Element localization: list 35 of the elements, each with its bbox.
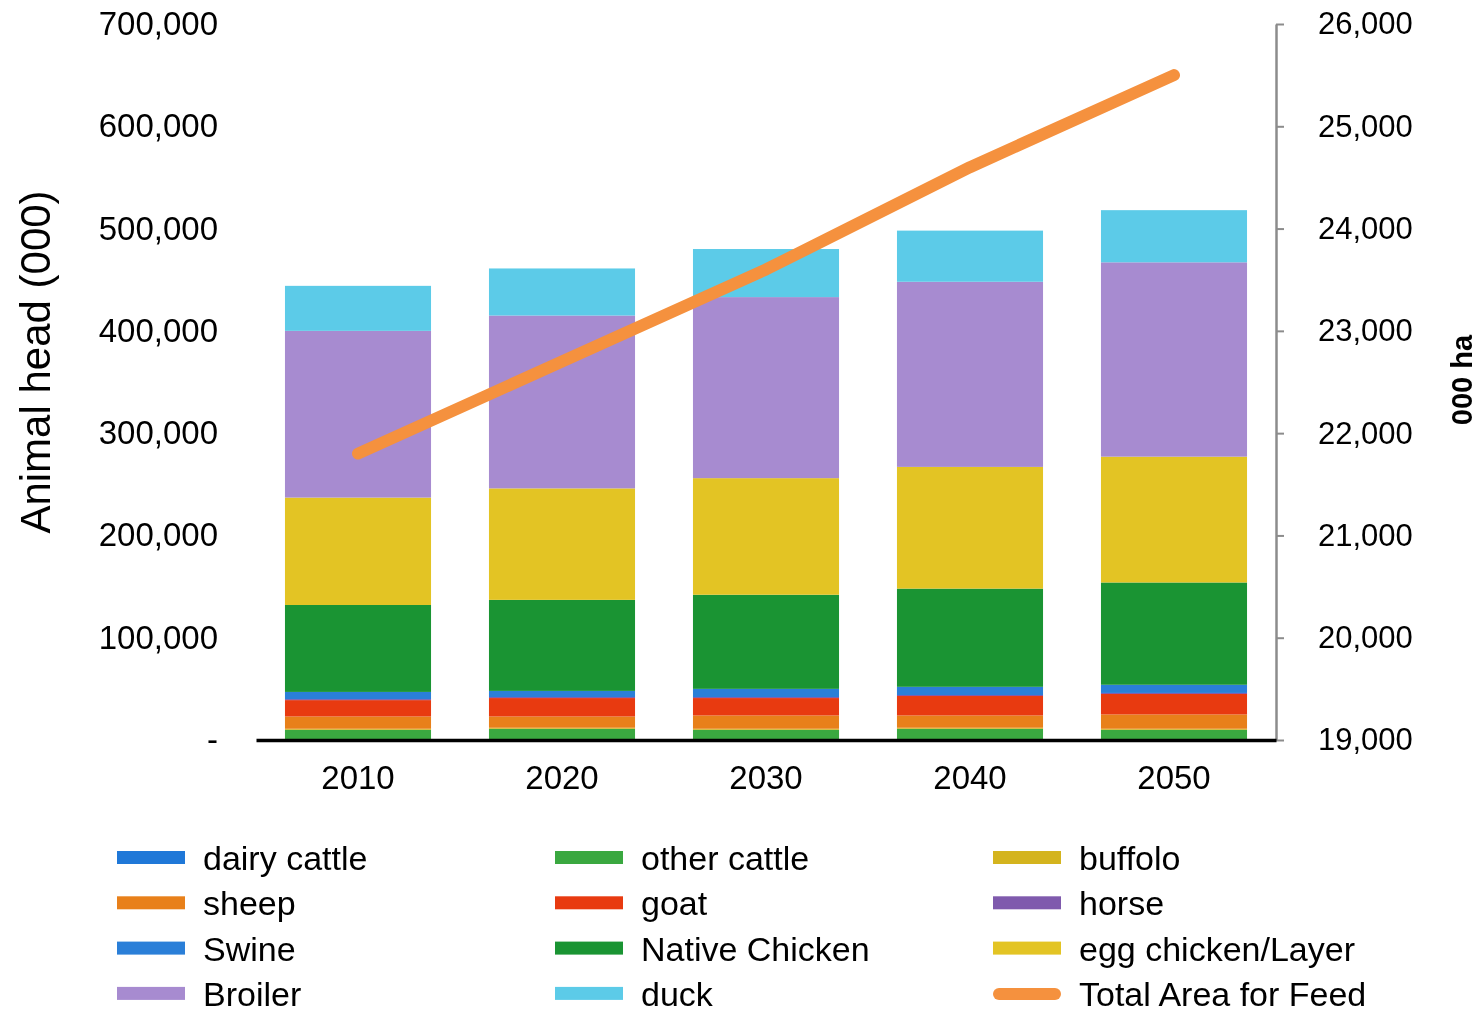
y2-tick-label: 20,000 — [1318, 620, 1413, 656]
y-tick-label: 100,000 — [98, 618, 218, 656]
legend-label: egg chicken/Layer — [1079, 929, 1355, 968]
legend-label: dairy cattle — [203, 838, 368, 877]
legend-label: sheep — [203, 884, 296, 923]
legend-label: horse — [1079, 884, 1165, 923]
y-axis-title: Animal head (000) — [12, 190, 59, 534]
legend-label: Native Chicken — [641, 929, 870, 968]
legend-label: other cattle — [641, 838, 810, 877]
legend-label: Broiler — [203, 974, 302, 1011]
y-tick-label: 600,000 — [98, 107, 218, 145]
y-tick-label: 500,000 — [98, 209, 218, 247]
y2-tick-label: 26,000 — [1318, 6, 1413, 42]
y-tick-label: 300,000 — [98, 414, 218, 452]
x-tick-label: 2040 — [933, 759, 1007, 797]
legend-label: duck — [641, 974, 714, 1011]
y-tick-label: 200,000 — [98, 516, 218, 554]
y-tick-label: - — [207, 721, 218, 759]
x-tick-label: 2030 — [729, 759, 803, 797]
legend-label: goat — [641, 884, 708, 923]
x-tick-label: 2020 — [525, 759, 599, 797]
x-tick-label: 2050 — [1137, 759, 1211, 797]
y2-tick-label: 22,000 — [1318, 415, 1413, 451]
x-tick-label: 2010 — [321, 759, 395, 797]
y-tick-label: 700,000 — [98, 5, 218, 43]
y-tick-label: 400,000 — [98, 311, 218, 349]
y2-tick-label: 24,000 — [1318, 210, 1413, 246]
legend-label: buffolo — [1079, 838, 1181, 877]
legend-label: Swine — [203, 929, 296, 968]
legend-label: Total Area for Feed — [1079, 974, 1367, 1011]
y2-axis-title: 000 ha — [1446, 333, 1478, 426]
y2-tick-label: 19,000 — [1318, 722, 1413, 758]
y2-tick-label: 21,000 — [1318, 517, 1413, 553]
y2-tick-label: 25,000 — [1318, 108, 1413, 144]
y2-tick-label: 23,000 — [1318, 313, 1413, 349]
